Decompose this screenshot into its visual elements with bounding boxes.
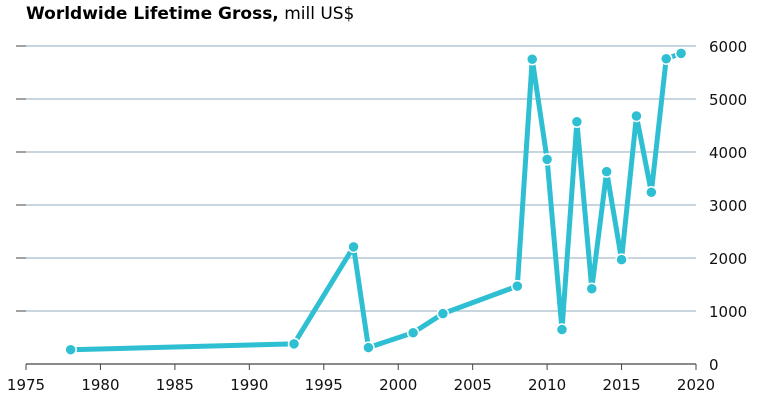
x-tick-label-2015: 2015 (602, 376, 640, 394)
y-tick-label-1000: 1000 (709, 303, 747, 321)
y-tick-label-6000: 6000 (709, 38, 747, 56)
y-axis: 0 1000 2000 3000 4000 5000 6000 (16, 38, 747, 374)
y-tick-label-3000: 3000 (709, 197, 747, 215)
x-tick-label-2010: 2010 (528, 376, 566, 394)
series-layer (64, 47, 688, 356)
data-point-1978 (64, 343, 77, 356)
data-point-2011 (555, 323, 569, 336)
data-point-1998 (362, 341, 375, 354)
data-point-2009 (525, 53, 539, 66)
y-tick-label-2000: 2000 (709, 250, 747, 268)
data-point-2016 (630, 109, 643, 123)
series-line-0 (68, 50, 684, 353)
data-point-1997 (347, 240, 360, 254)
data-point-2010 (540, 153, 554, 166)
x-tick-label-1985: 1985 (156, 376, 194, 394)
x-tick-label-2000: 2000 (379, 376, 417, 394)
data-point-2015 (615, 253, 628, 266)
y-tick-label-4000: 4000 (709, 144, 747, 162)
chart-title: Worldwide Lifetime Gross, mill US$ (26, 4, 354, 24)
data-point-2008 (511, 279, 524, 293)
data-point-1993 (287, 337, 301, 351)
x-tick-label-1980: 1980 (81, 376, 119, 394)
data-point-2018 (659, 52, 673, 65)
y-tick-label-0: 0 (709, 356, 719, 374)
chart-title-main: Worldwide Lifetime Gross, (26, 4, 279, 24)
data-point-2013 (585, 282, 599, 295)
x-tick-label-1995: 1995 (305, 376, 343, 394)
data-point-2012 (570, 115, 584, 129)
chart-title-unit: mill US$ (284, 4, 355, 24)
x-tick-label-1975: 1975 (7, 376, 45, 394)
data-point-2019 (674, 47, 688, 60)
x-axis: 1975 1980 1985 1990 1995 2000 2005 2010 2015 2020 (7, 363, 715, 394)
x-tick-label-2005: 2005 (454, 376, 492, 394)
y-tick-label-5000: 5000 (709, 91, 747, 109)
data-point-2001 (406, 326, 420, 339)
data-point-2003 (436, 307, 450, 320)
data-point-2014 (600, 165, 613, 178)
data-point-2017 (645, 186, 658, 199)
x-tick-label-2020: 2020 (677, 376, 715, 394)
x-tick-label-1990: 1990 (230, 376, 268, 394)
